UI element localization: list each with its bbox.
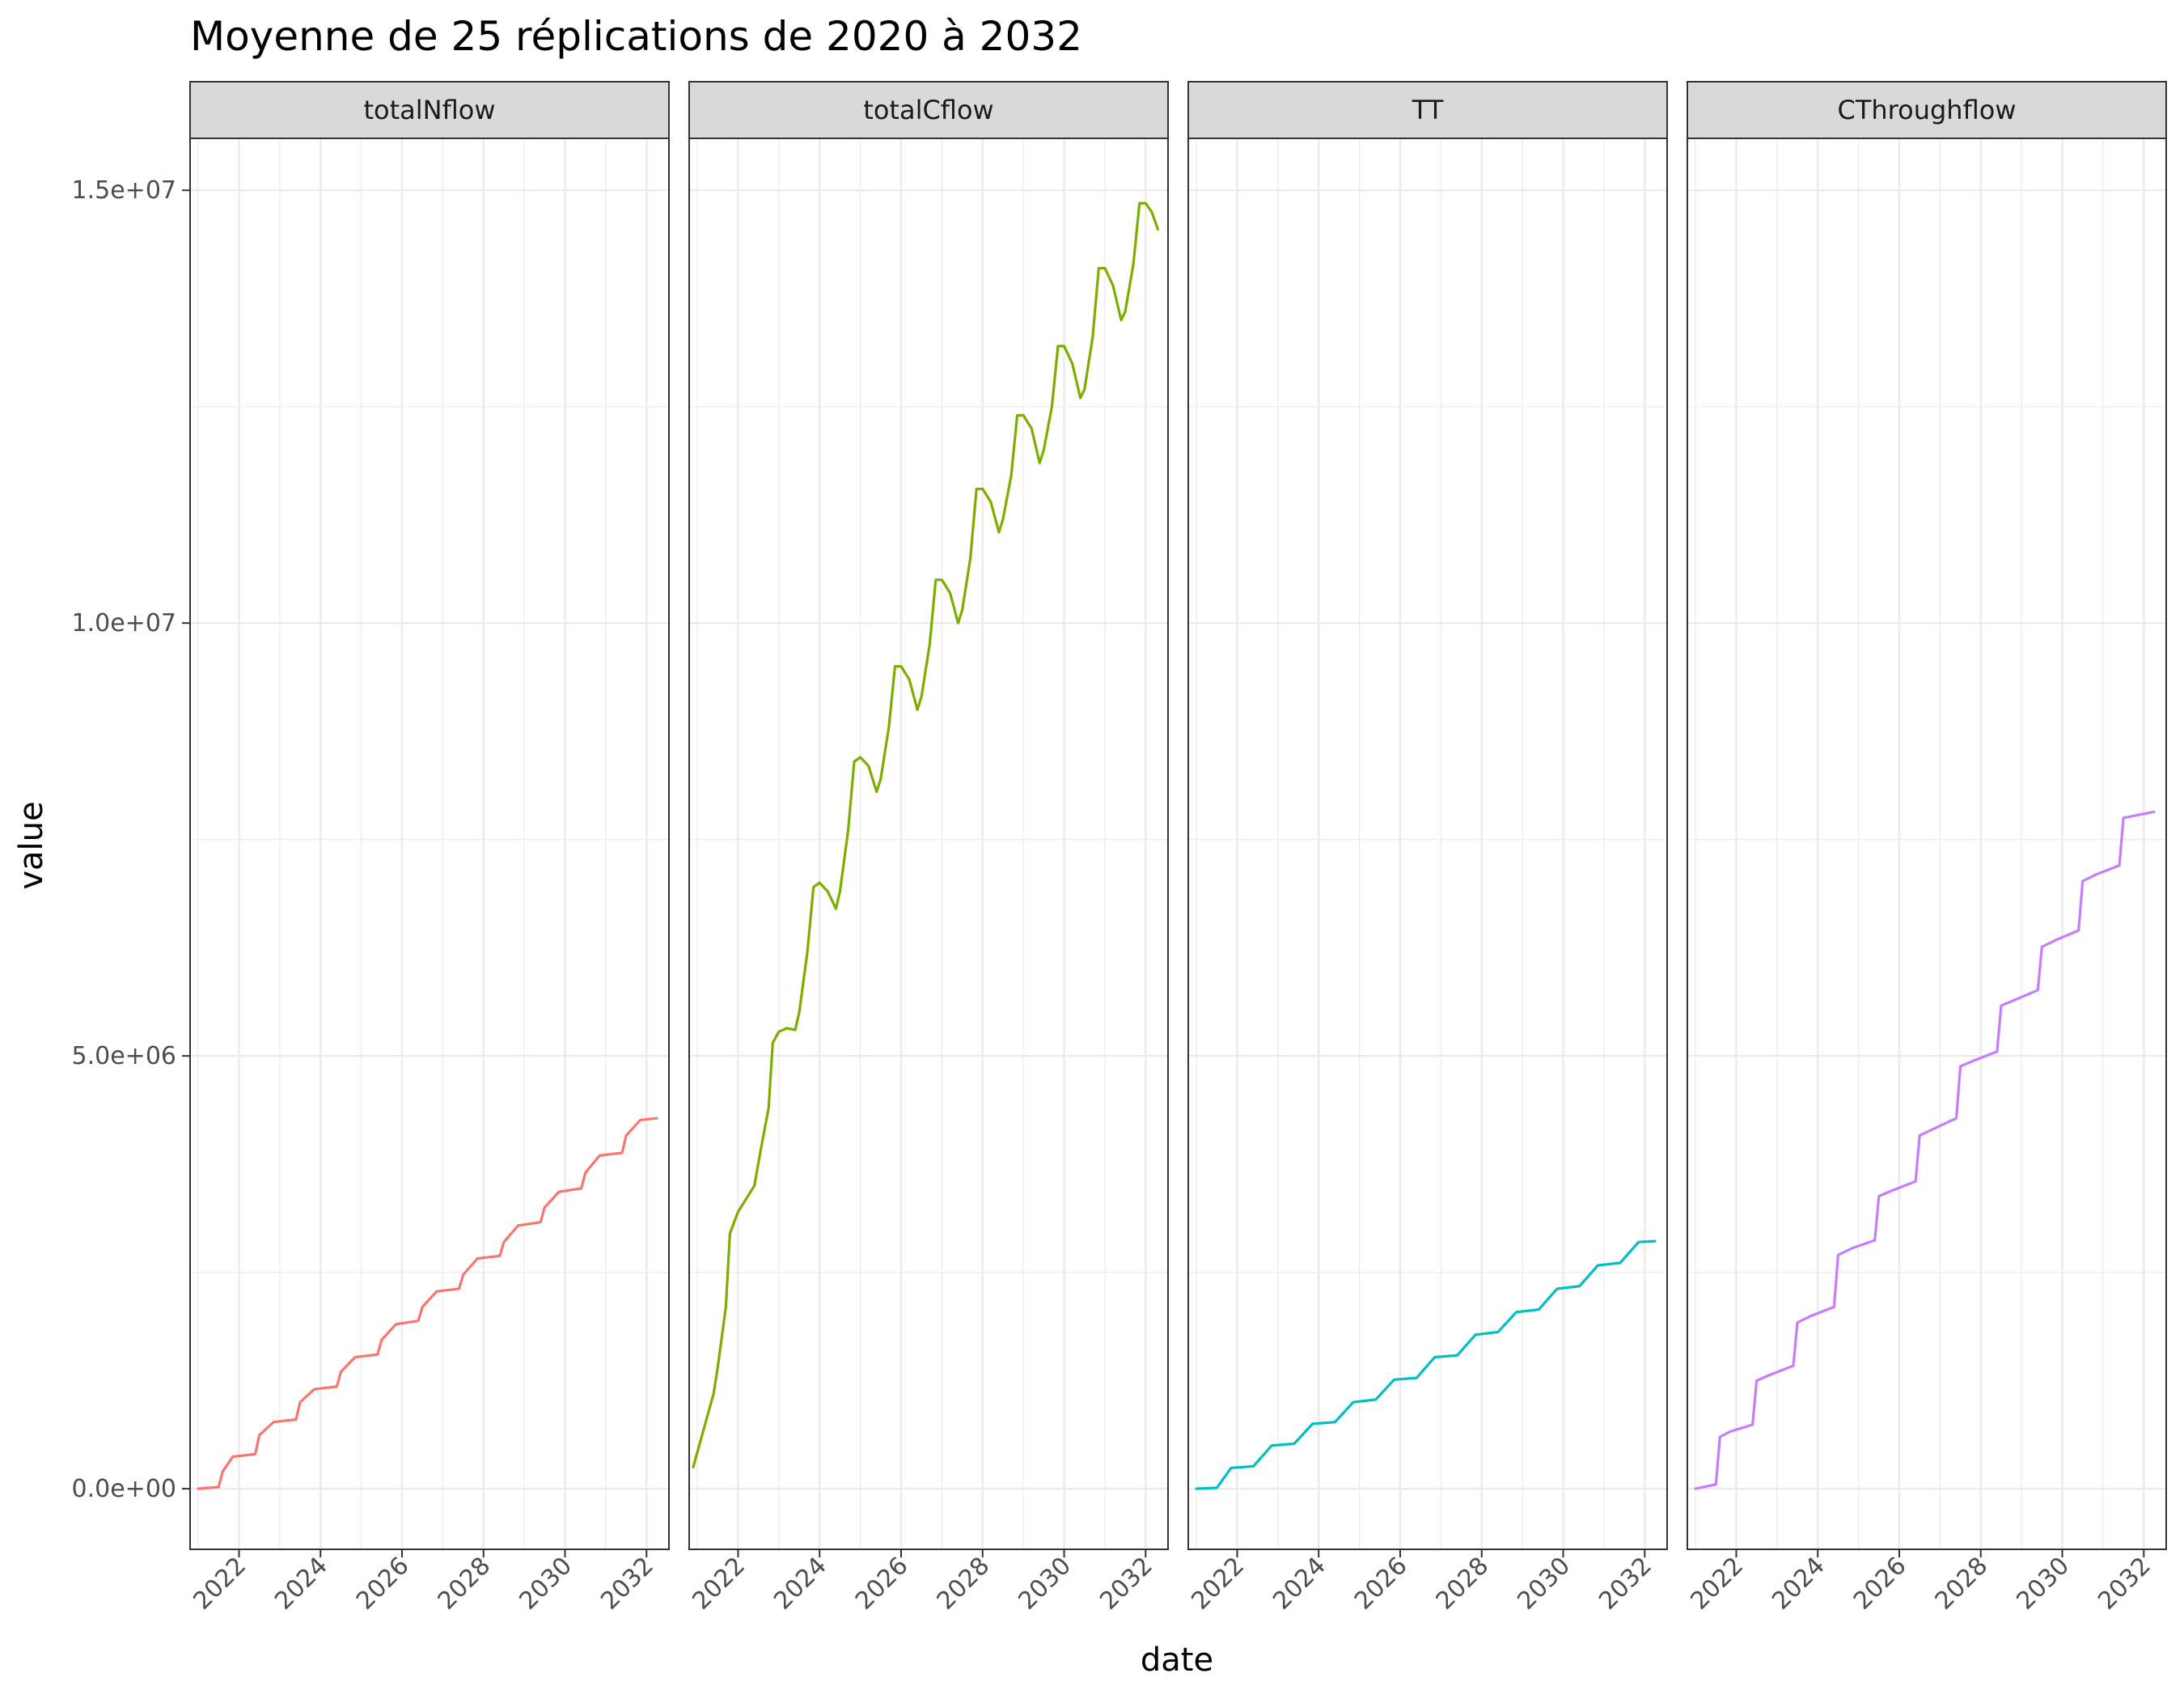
facet-strip-label: totalNflow (363, 95, 495, 125)
panel-background (1188, 138, 1667, 1549)
panel-background (689, 138, 1168, 1549)
series-line-totalNflow (197, 1116, 658, 1490)
facet-strip (189, 81, 670, 139)
y-tick-label: 1.0e+07 (72, 609, 176, 638)
y-tick-label: 5.0e+06 (72, 1042, 176, 1070)
series-line-CThroughflow (1694, 810, 2156, 1490)
series-line-totalCflow (692, 201, 1159, 1468)
facet-strip-label: totalCflow (863, 95, 993, 125)
y-tick-label: 1.5e+07 (72, 176, 176, 205)
facet-strip (1687, 81, 2167, 139)
panel-background (1687, 138, 2166, 1549)
chart-title: Moyenne de 25 réplications de 2020 à 203… (190, 13, 1082, 60)
facet-strip-label: TT (1412, 95, 1444, 125)
y-axis: 0.0e+00 5.0e+06 1.0e+07 1.5e+07 (72, 176, 190, 1503)
x-axis-title: date (1141, 1642, 1213, 1679)
facet-strip (688, 81, 1169, 139)
y-tick-label: 0.0e+00 (72, 1475, 176, 1503)
facet-strip (1187, 81, 1668, 139)
series-line-TT (1195, 1239, 1657, 1490)
panel-background (190, 138, 669, 1549)
facet-strip-label: CThroughflow (1838, 95, 2017, 125)
y-axis-title: value (13, 801, 50, 889)
